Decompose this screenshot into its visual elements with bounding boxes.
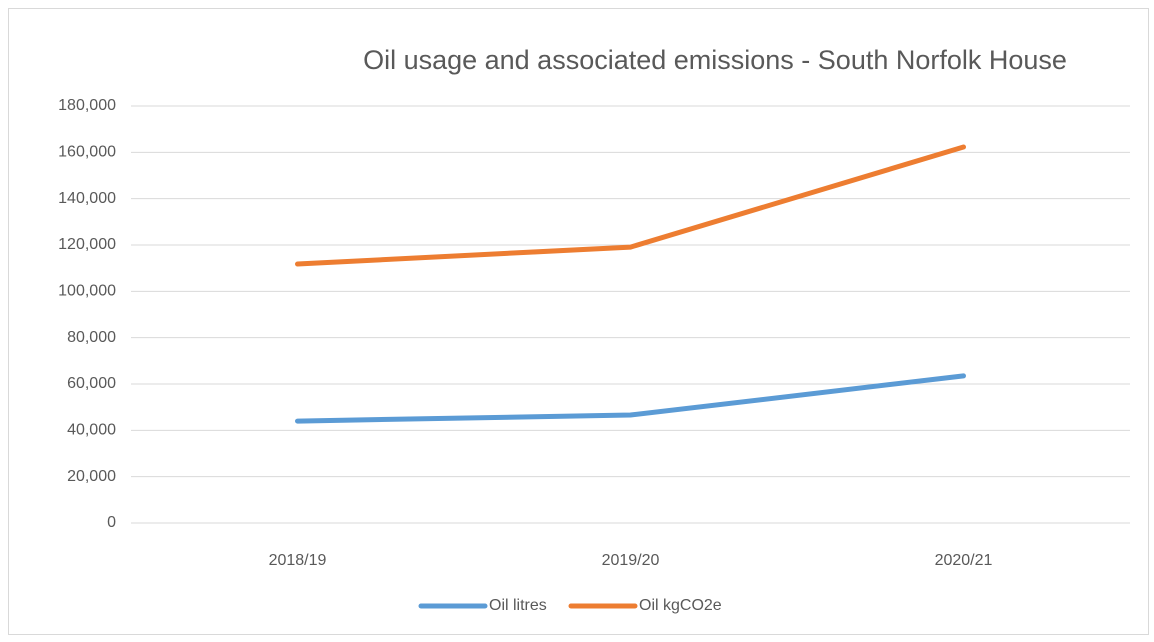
legend-label: Oil kgCO2e <box>639 597 722 614</box>
x-tick-label: 2018/19 <box>269 552 327 569</box>
series-line <box>295 373 966 424</box>
x-tick-label: 2020/21 <box>935 552 993 569</box>
y-tick-label: 180,000 <box>58 97 116 114</box>
y-tick-label: 20,000 <box>67 468 116 485</box>
chart-title: Oil usage and associated emissions - Sou… <box>363 45 1067 75</box>
series-line <box>295 144 966 267</box>
y-tick-label: 0 <box>107 514 116 531</box>
y-tick-label: 120,000 <box>58 236 116 253</box>
legend-label: Oil litres <box>489 597 547 614</box>
y-tick-label: 160,000 <box>58 144 116 161</box>
chart-border <box>8 8 1149 635</box>
y-tick-label: 80,000 <box>67 329 116 346</box>
y-tick-label: 140,000 <box>58 190 116 207</box>
y-tick-label: 100,000 <box>58 283 116 300</box>
y-tick-label: 60,000 <box>67 375 116 392</box>
y-tick-label: 40,000 <box>67 422 116 439</box>
x-tick-label: 2019/20 <box>602 552 660 569</box>
